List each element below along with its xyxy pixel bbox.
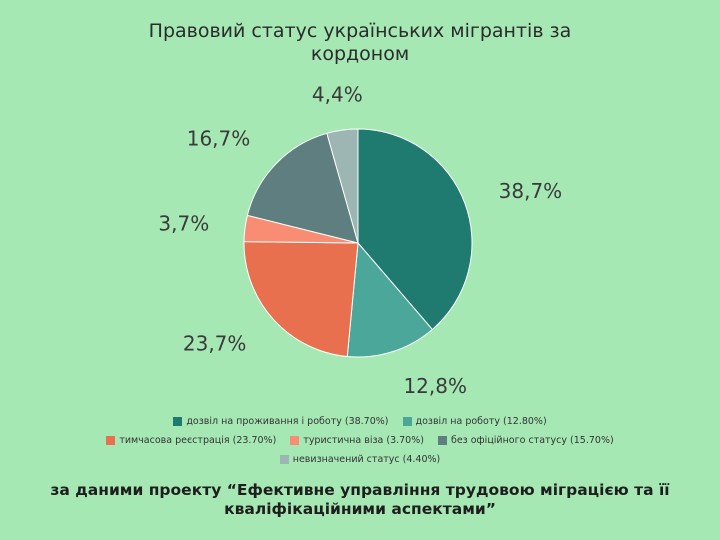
pie-data-label: 16,7% — [187, 127, 251, 151]
pie-slice — [243, 241, 359, 358]
source-caption-line-2: кваліфікаційними аспектами” — [224, 500, 496, 518]
pie-slices — [243, 128, 473, 358]
legend-label: без офіційного статусу (15.70%) — [450, 435, 614, 446]
source-caption: за даними проекту “Ефективне управління … — [0, 481, 720, 519]
pie-slice — [326, 128, 359, 244]
chart-title: Правовий статус українських мігрантів за… — [0, 20, 720, 66]
legend-item: без офіційного статусу (15.70%) — [437, 435, 614, 446]
legend-item: дозвіл на проживання і роботу (38.70%) — [173, 416, 389, 427]
legend-item: туристична віза (3.70%) — [290, 435, 424, 446]
pie-data-label: 23,7% — [183, 331, 247, 355]
pie-data-label: 3,7% — [158, 212, 209, 236]
legend-swatch — [279, 455, 289, 464]
chart-title-line-2: кордоном — [310, 43, 410, 65]
pie-data-label: 12,8% — [403, 374, 467, 398]
legend-item: тимчасова реєстрація (23.70%) — [106, 435, 276, 446]
legend-label: тимчасова реєстрація (23.70%) — [119, 435, 277, 446]
chart-legend: дозвіл на проживання і роботу (38.70%) д… — [0, 412, 720, 469]
legend-label: дозвіл на роботу (12.80%) — [415, 416, 547, 427]
legend-row-3: невизначений статус (4.40%) — [0, 450, 720, 469]
chart-title-line-1: Правовий статус українських мігрантів за — [148, 20, 572, 42]
legend-item: дозвіл на роботу (12.80%) — [402, 416, 547, 427]
legend-row-1: дозвіл на проживання і роботу (38.70%) д… — [0, 412, 720, 431]
legend-swatch — [437, 436, 447, 445]
legend-swatch — [290, 436, 300, 445]
source-caption-line-1: за даними проекту “Ефективне управління … — [50, 481, 670, 499]
legend-item: невизначений статус (4.40%) — [279, 454, 441, 465]
legend-swatch — [402, 417, 412, 426]
legend-swatch — [106, 436, 116, 445]
legend-swatch — [173, 417, 183, 426]
pie-slice — [246, 132, 359, 244]
pie-slice — [346, 241, 434, 358]
legend-label: дозвіл на проживання і роботу (38.70%) — [186, 416, 389, 427]
pie-data-label: 38,7% — [499, 179, 563, 203]
pie-slice — [357, 128, 473, 331]
legend-label: туристична віза (3.70%) — [303, 435, 424, 446]
pie-data-labels: 38,7% 12,8% 23,7% 3,7% 16,7% 4,4% — [158, 82, 562, 398]
legend-label: невизначений статус (4.40%) — [292, 454, 441, 465]
legend-row-2: тимчасова реєстрація (23.70%) туристична… — [0, 431, 720, 450]
pie-data-label: 4,4% — [312, 82, 363, 106]
